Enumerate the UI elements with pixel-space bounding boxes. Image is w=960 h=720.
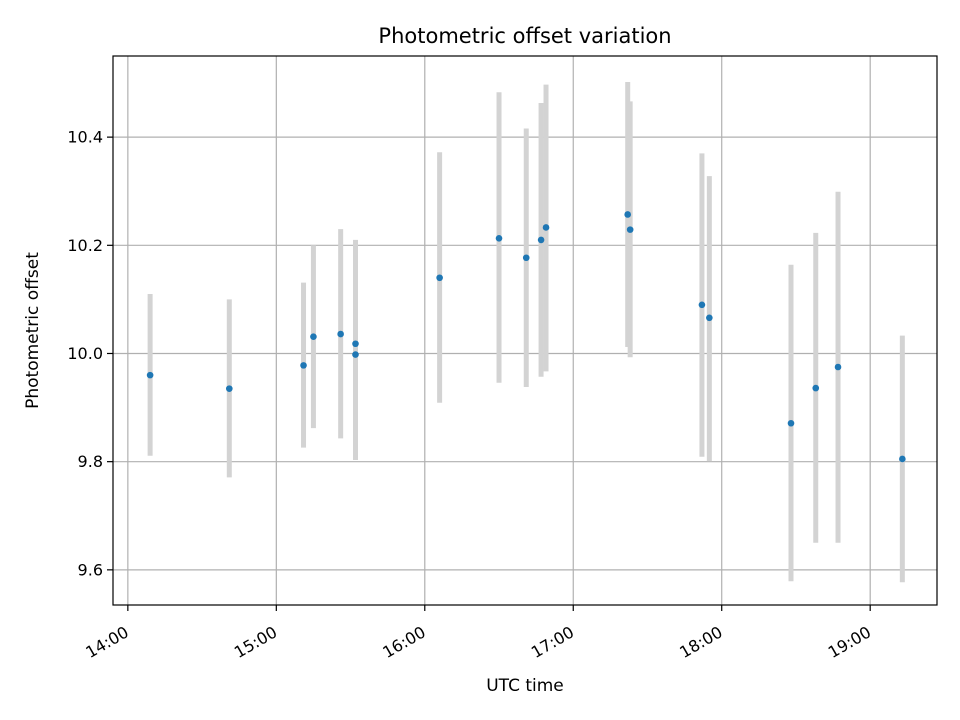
data-point [522, 254, 530, 262]
data-point [300, 362, 307, 369]
data-point [352, 351, 359, 358]
data-point [436, 274, 443, 282]
data-point [834, 363, 842, 371]
plot-frame [112, 55, 938, 606]
data-point [624, 211, 631, 218]
data-point [812, 384, 820, 392]
data-point [146, 371, 154, 379]
data-point [226, 385, 233, 392]
y-tick-label: 9.6 [78, 560, 103, 579]
data-point [626, 226, 634, 233]
point-layer [146, 211, 906, 463]
data-point [337, 330, 344, 338]
data-point [787, 419, 795, 427]
chart-title: Photometric offset variation [378, 24, 671, 48]
data-point [698, 301, 706, 309]
y-tick-label: 10.0 [67, 344, 103, 363]
data-point [706, 314, 713, 322]
data-point [899, 455, 906, 463]
y-tick-label: 10.2 [67, 236, 103, 255]
data-point [310, 333, 317, 341]
data-point [542, 224, 550, 231]
data-point [537, 236, 545, 244]
y-axis-label: Photometric offset [23, 252, 43, 409]
data-point [495, 234, 503, 242]
data-point [352, 340, 359, 348]
y-tick-label: 9.8 [78, 452, 103, 471]
y-tick-label: 10.4 [67, 128, 103, 147]
x-axis-label: UTC time [486, 676, 564, 696]
